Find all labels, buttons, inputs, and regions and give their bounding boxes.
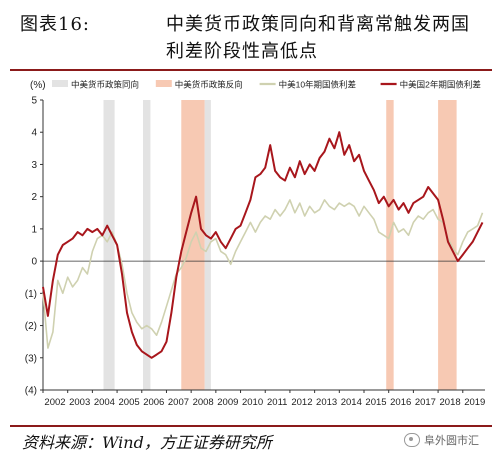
y-tick-label: 3	[31, 160, 37, 171]
legend-label: 中美国2年期国债利差	[400, 80, 481, 90]
y-axis-unit-label: (%)	[30, 80, 46, 91]
x-tick-label: 2009	[217, 397, 238, 408]
x-tick-label: 2002	[44, 397, 65, 408]
y-tick-label: 5	[31, 96, 37, 107]
x-tick-label: 2018	[440, 397, 461, 408]
y-tick-label: 1	[31, 224, 37, 235]
x-tick-label: 2013	[316, 397, 337, 408]
x-tick-label: 2015	[365, 397, 386, 408]
policy-bands	[103, 100, 457, 390]
spread-chart: (4) (3) (2) (1) 0 1 2 3 4 5 2002 2003 2004 2005 2006 20…	[25, 80, 486, 409]
y-tick-label: (3)	[25, 353, 37, 364]
figure-title-line1: 中美货币政策同向和背离常触发两国	[166, 14, 470, 35]
y-tick-label: 4	[31, 128, 37, 139]
policy-band-same-0	[103, 100, 115, 390]
wechat-icon	[404, 433, 420, 447]
legend-swatch	[52, 80, 68, 87]
x-tick-label: 2008	[193, 397, 214, 408]
x-tick-label: 2004	[94, 397, 115, 408]
series-line-us2y-spread	[42, 131, 484, 359]
series-lines	[42, 131, 484, 359]
x-tick-label: 2003	[69, 397, 90, 408]
legend-label: 中美10年期国债利差	[279, 80, 356, 90]
y-tick-label: 2	[31, 192, 37, 203]
legend-label: 中美货币政策同向	[71, 80, 139, 90]
x-tick-label: 2017	[415, 397, 436, 408]
x-tick-label: 2010	[242, 397, 263, 408]
y-tick-label: (1)	[25, 289, 37, 300]
y-tick-label: (4)	[25, 386, 37, 397]
policy-band-opposite-2	[181, 100, 205, 390]
figure-title: 图表16: 中美货币政策同向和背离常触发两国 利差阶段性高低点	[0, 0, 500, 66]
axes: (4) (3) (2) (1) 0 1 2 3 4 5 2002 2003 2004 2005 2006 20…	[25, 96, 486, 409]
policy-band-same-3	[204, 100, 211, 390]
source-note: 资料来源：Wind，方正证券研究所	[22, 433, 272, 452]
bottom-rule	[10, 425, 492, 427]
x-tick-label: 2005	[119, 397, 140, 408]
policy-band-opposite-4	[386, 100, 394, 390]
top-rule	[10, 69, 492, 71]
policy-band-opposite-5	[438, 100, 457, 390]
policy-band-same-1	[143, 100, 151, 390]
legend-label: 中美货币政策反向	[175, 80, 243, 90]
figure-number: 图表16:	[20, 14, 90, 35]
legend-swatch	[155, 80, 172, 87]
x-tick-label: 2012	[291, 397, 312, 408]
legend: 中美货币政策同向 中美货币政策反向 中美10年期国债利差 中美国2年期国债利差	[52, 80, 481, 90]
x-tick-label: 2007	[168, 397, 189, 408]
figure-title-line2: 利差阶段性高低点	[166, 41, 318, 62]
x-tick-label: 2011	[267, 397, 287, 408]
chart-area: (4) (3) (2) (1) 0 1 2 3 4 5 2002 2003 2004 2005 2006 20…	[0, 72, 500, 422]
y-tick-label: (2)	[25, 321, 37, 332]
x-tick-label: 2014	[341, 397, 362, 408]
watermark: 阜外圆市汇	[404, 432, 479, 448]
watermark-text: 阜外圆市汇	[424, 434, 479, 447]
x-tick-label: 2019	[464, 397, 485, 408]
x-tick-label: 2016	[390, 397, 411, 408]
x-tick-label: 2006	[143, 397, 164, 408]
y-tick-label: 0	[31, 257, 37, 268]
